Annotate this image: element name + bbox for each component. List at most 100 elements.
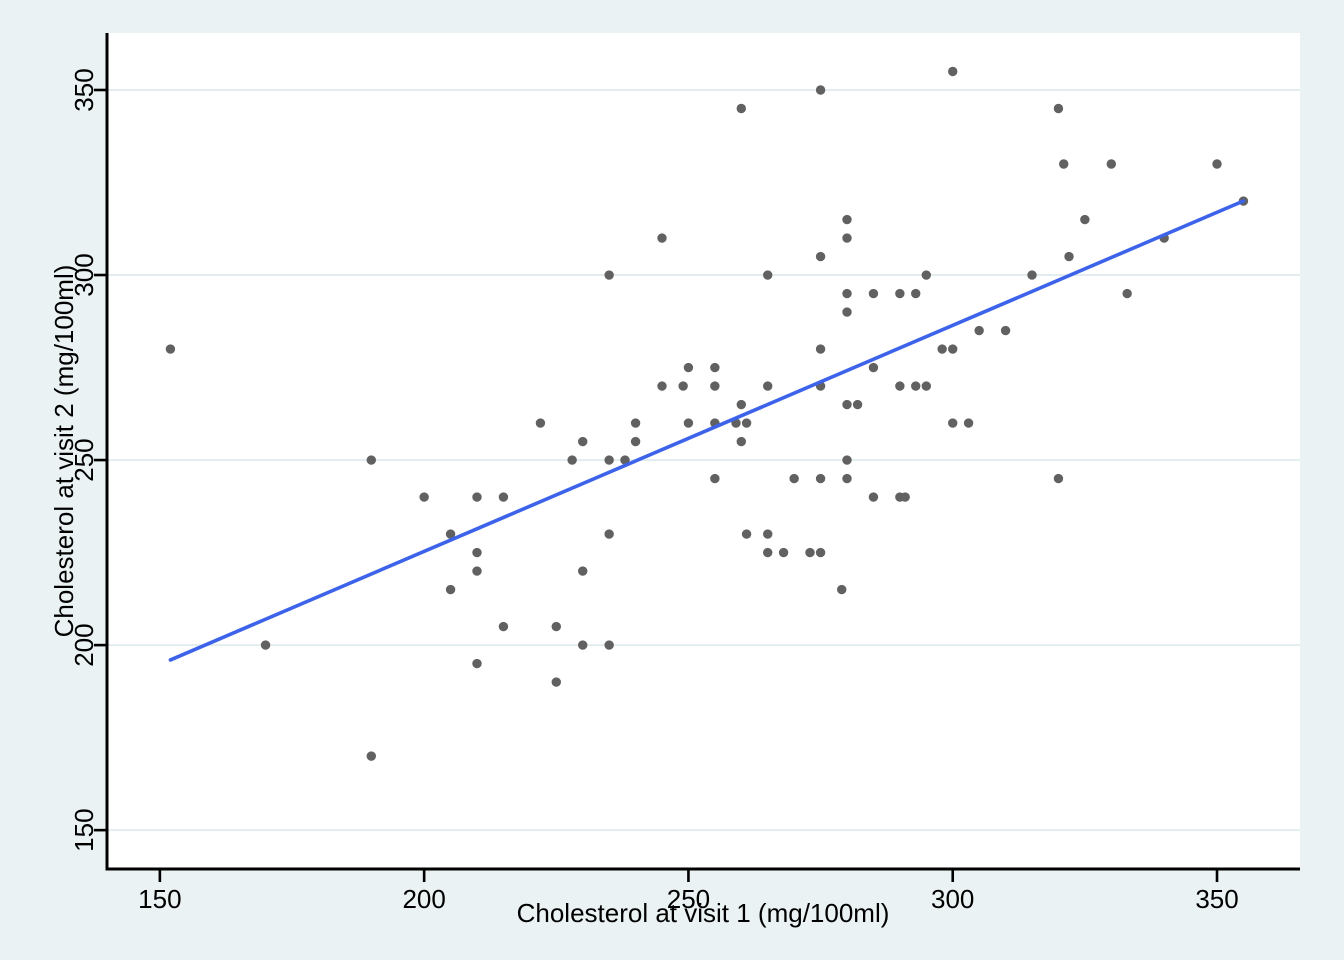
data-point	[165, 344, 176, 354]
data-point	[736, 103, 746, 114]
x-axis-title: Cholesterol at visit 1 (mg/100ml)	[517, 898, 890, 928]
data-point	[937, 344, 947, 354]
data-point	[900, 492, 910, 502]
data-point	[604, 270, 614, 280]
data-point	[1059, 159, 1069, 169]
data-point	[630, 418, 641, 428]
data-point	[1027, 270, 1037, 280]
data-point	[1064, 251, 1074, 262]
y-tick-label: 200	[69, 623, 99, 666]
y-tick-label: 350	[69, 68, 99, 111]
data-point	[1053, 103, 1064, 114]
data-point	[604, 455, 614, 465]
data-point	[778, 547, 789, 558]
data-point	[472, 658, 482, 669]
x-tick-label: 200	[402, 884, 445, 914]
data-point	[911, 288, 921, 299]
data-point	[419, 492, 429, 502]
data-point	[1053, 473, 1064, 484]
data-point	[604, 529, 614, 539]
y-tick-label: 150	[69, 808, 99, 851]
plot-background	[107, 33, 1300, 869]
y-tick-label: 250	[69, 438, 99, 481]
data-point	[472, 492, 482, 502]
data-point	[963, 418, 974, 428]
data-point	[657, 233, 667, 243]
x-tick-label: 300	[931, 884, 974, 914]
data-point	[789, 473, 799, 484]
x-tick-label: 150	[138, 884, 181, 914]
data-point	[551, 677, 561, 687]
data-point	[1080, 214, 1090, 225]
data-point	[1106, 159, 1116, 169]
data-point	[366, 751, 376, 761]
data-point	[763, 270, 773, 280]
data-point	[842, 399, 852, 410]
data-point	[837, 584, 847, 595]
data-point	[763, 381, 773, 391]
fit-line	[168, 199, 1246, 662]
data-point	[498, 492, 509, 502]
axes	[105, 33, 1300, 871]
x-axis-ticks: 150 200 250 300 350	[138, 869, 1239, 914]
data-point	[895, 381, 905, 391]
data-point	[815, 344, 826, 354]
data-point	[815, 85, 826, 95]
data-point	[921, 270, 931, 280]
data-point	[567, 455, 577, 465]
data-point	[741, 529, 752, 539]
grid-lines	[107, 88, 1300, 832]
data-point	[736, 436, 746, 447]
data-point	[868, 492, 879, 502]
data-point	[630, 436, 641, 447]
data-point	[578, 640, 588, 650]
data-point	[948, 344, 958, 354]
data-point	[710, 473, 720, 484]
data-point	[763, 547, 773, 558]
data-point	[445, 584, 456, 595]
data-point	[911, 381, 921, 391]
data-point	[842, 233, 852, 243]
data-point	[710, 362, 720, 373]
data-point	[842, 288, 852, 299]
data-point	[260, 640, 271, 650]
data-point	[472, 566, 482, 576]
data-point	[657, 381, 667, 391]
data-point	[805, 547, 815, 558]
data-point	[763, 529, 773, 539]
data-point	[498, 621, 509, 632]
data-point	[974, 325, 984, 336]
data-point	[1000, 325, 1011, 336]
data-point	[741, 418, 752, 428]
data-point	[472, 547, 482, 558]
data-point	[852, 399, 863, 410]
data-point	[842, 307, 852, 317]
data-point	[948, 66, 958, 77]
data-point	[620, 455, 630, 465]
data-point	[868, 362, 879, 373]
data-point	[842, 473, 852, 484]
data-point	[604, 640, 614, 650]
data-point	[1212, 159, 1222, 169]
data-point	[551, 621, 561, 632]
data-point	[710, 381, 720, 391]
data-point	[842, 455, 852, 465]
data-point	[366, 455, 376, 465]
data-point	[895, 288, 905, 299]
data-point	[578, 566, 588, 576]
data-point	[1122, 288, 1132, 299]
data-point	[683, 418, 694, 428]
data-point	[535, 418, 546, 428]
data-point	[921, 381, 931, 391]
data-point	[678, 381, 688, 391]
data-point	[815, 547, 826, 558]
data-point	[815, 251, 826, 262]
data-point	[842, 214, 852, 225]
data-point	[445, 529, 456, 539]
y-tick-label: 300	[69, 253, 99, 296]
data-point	[736, 399, 746, 410]
y-axis-ticks: 150 200 250 300 350	[69, 68, 107, 852]
x-tick-label: 250	[667, 884, 710, 914]
